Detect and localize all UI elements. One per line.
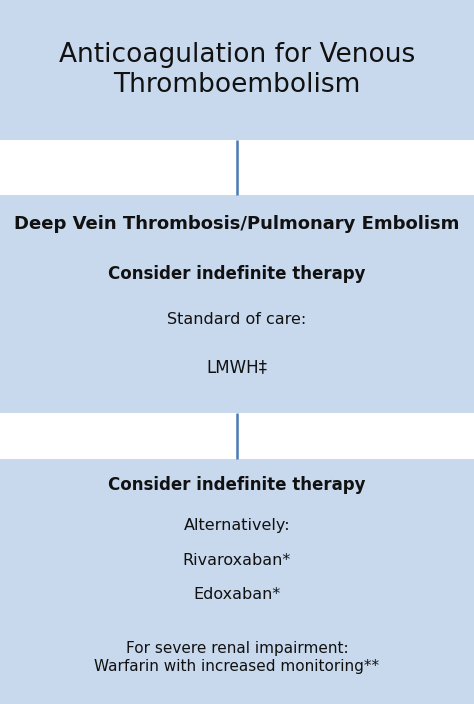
Text: Rivaroxaban*: Rivaroxaban* — [183, 553, 291, 568]
Text: Consider indefinite therapy: Consider indefinite therapy — [108, 476, 366, 494]
Text: Consider indefinite therapy: Consider indefinite therapy — [108, 265, 366, 282]
Text: Anticoagulation for Venous
Thromboembolism: Anticoagulation for Venous Thromboemboli… — [59, 42, 415, 98]
Text: LMWH‡: LMWH‡ — [207, 358, 267, 377]
Text: Alternatively:: Alternatively: — [184, 517, 290, 533]
FancyBboxPatch shape — [0, 459, 474, 704]
FancyBboxPatch shape — [0, 140, 474, 195]
Text: Deep Vein Thrombosis/Pulmonary Embolism: Deep Vein Thrombosis/Pulmonary Embolism — [14, 215, 460, 234]
FancyBboxPatch shape — [0, 0, 474, 140]
FancyBboxPatch shape — [0, 413, 474, 459]
Text: For severe renal impairment:
Warfarin with increased monitoring**: For severe renal impairment: Warfarin wi… — [94, 641, 380, 674]
FancyBboxPatch shape — [0, 195, 474, 413]
Text: Edoxaban*: Edoxaban* — [193, 587, 281, 603]
Text: Standard of care:: Standard of care: — [167, 312, 307, 327]
